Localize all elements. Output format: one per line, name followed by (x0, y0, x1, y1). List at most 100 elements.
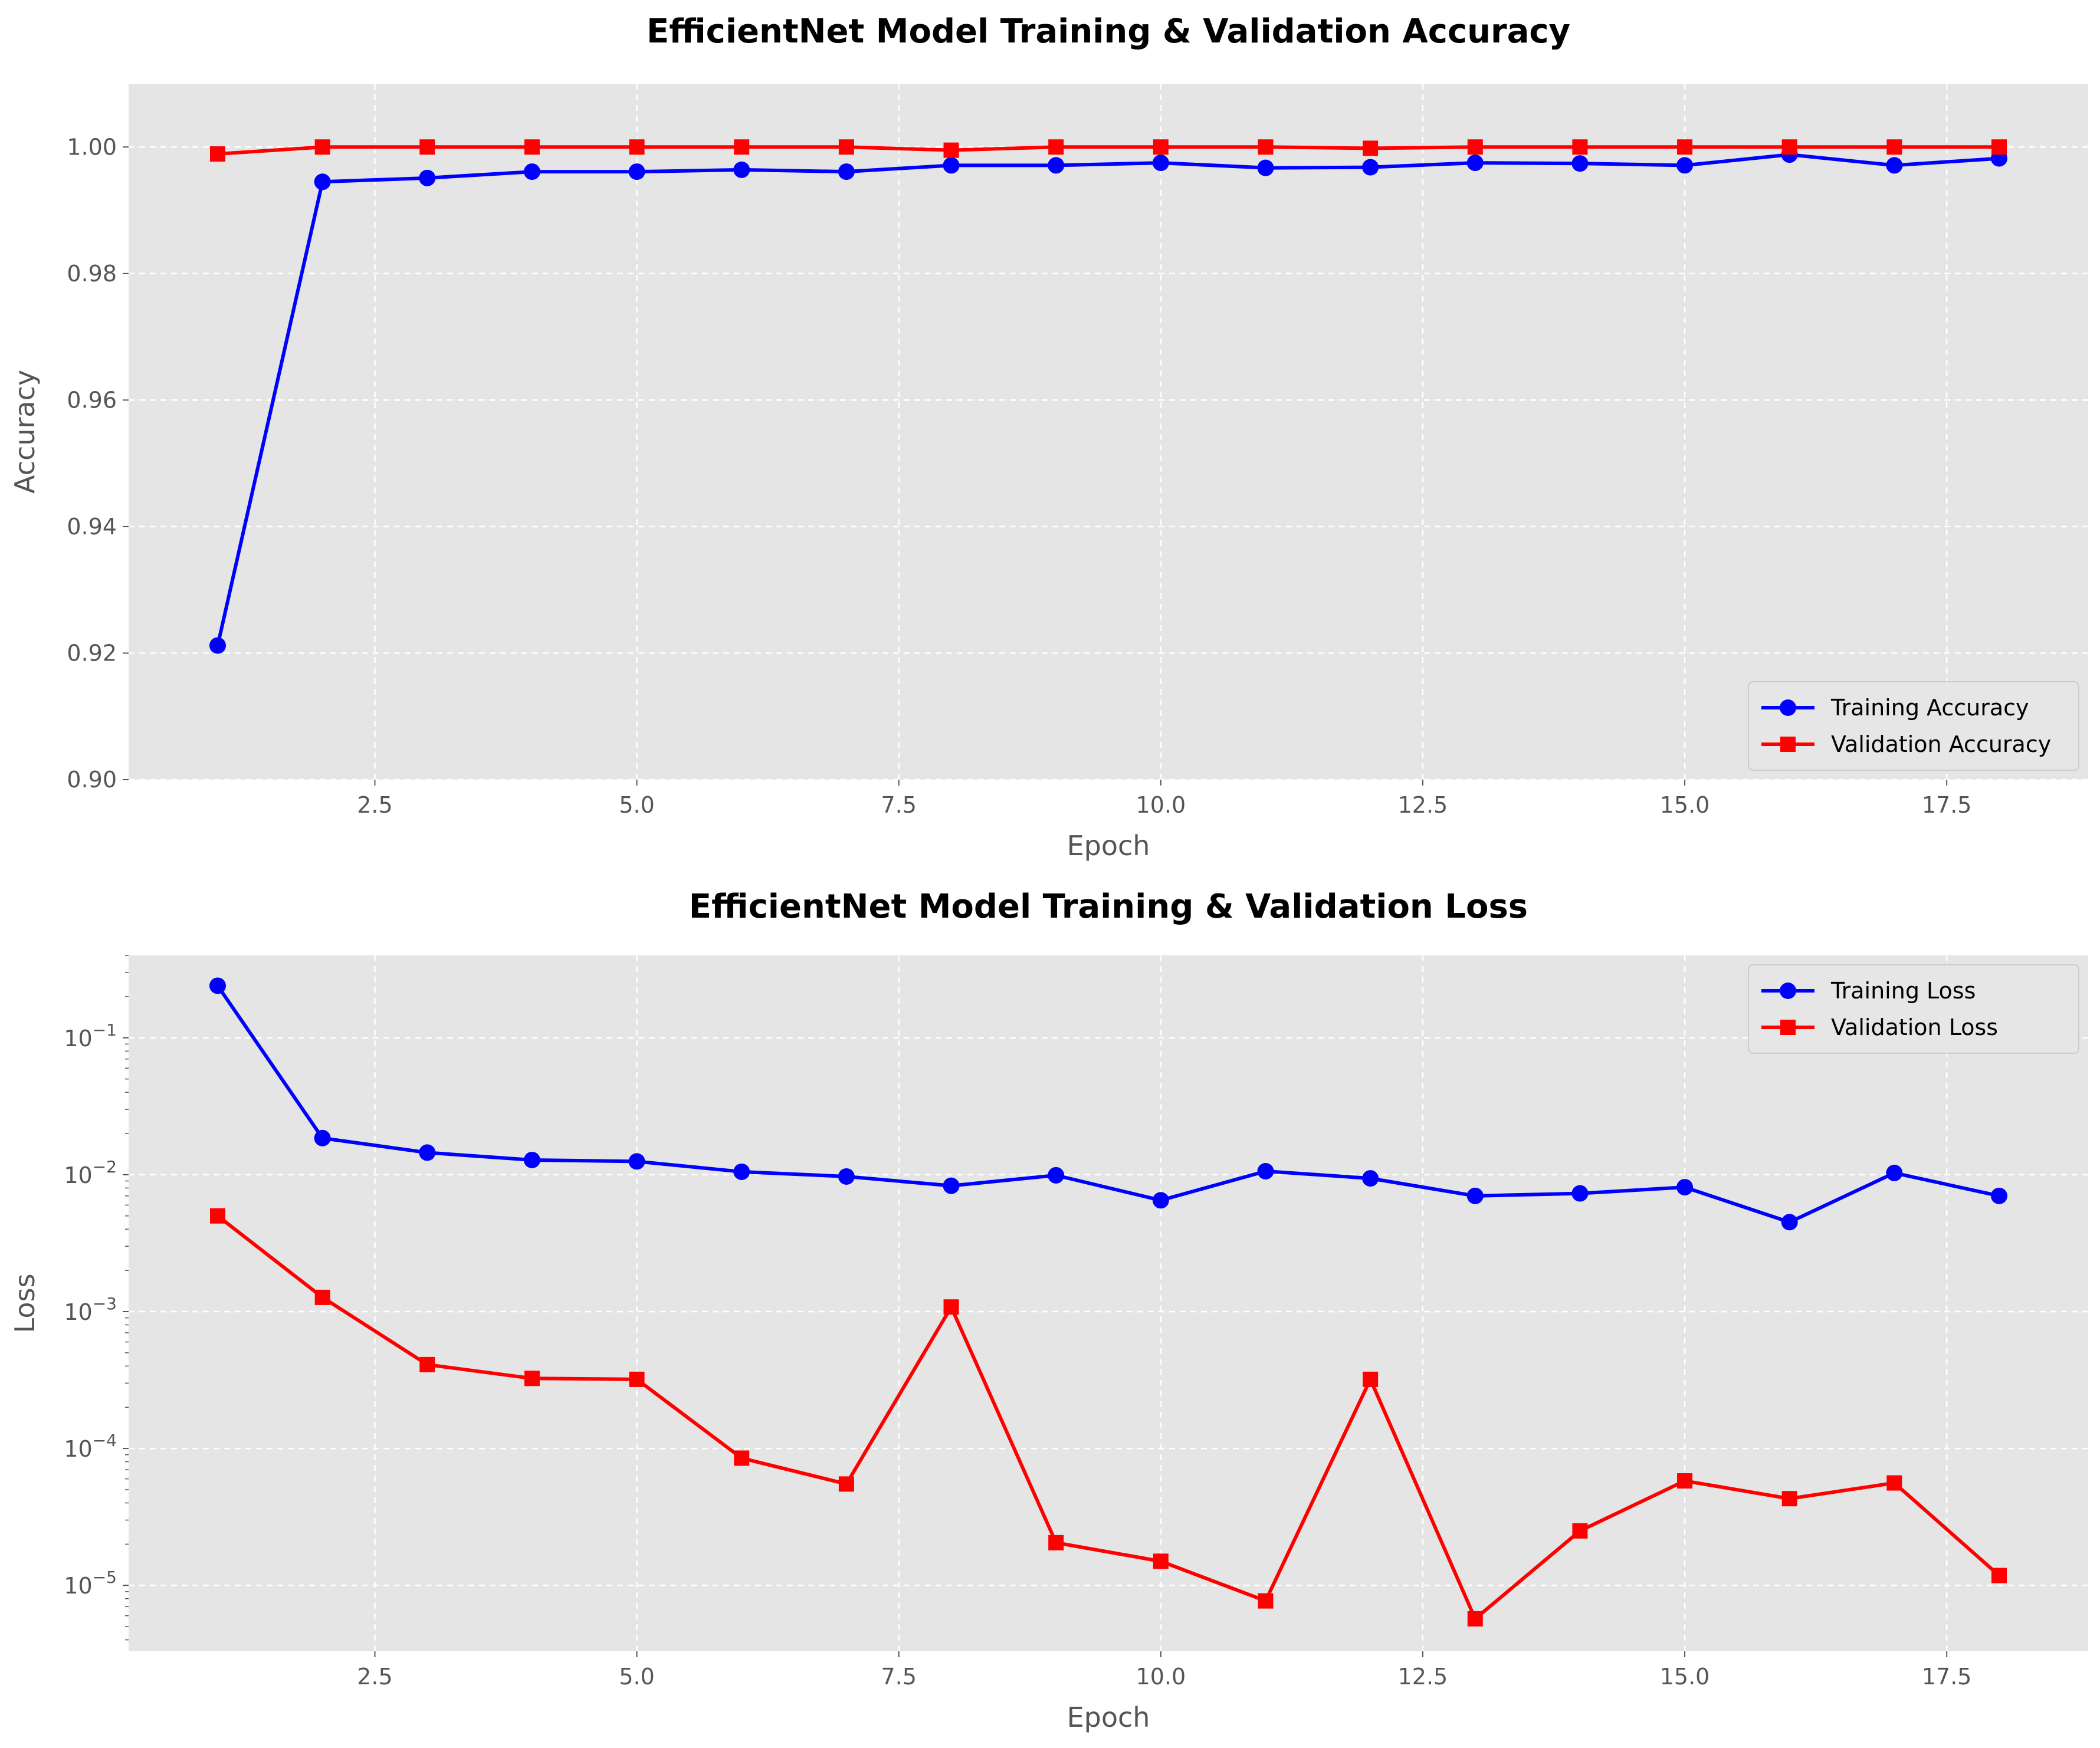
data-point (419, 169, 436, 186)
y-tick-label: 0.98 (67, 261, 117, 287)
data-point (524, 1371, 540, 1386)
x-tick-label: 15.0 (1660, 792, 1710, 818)
series-validation-accuracy (210, 139, 2007, 162)
data-point (1676, 1179, 1694, 1196)
data-point (1153, 1553, 1169, 1569)
data-point (1466, 155, 1484, 172)
x-tick-label: 7.5 (881, 792, 916, 818)
y-tick-label: 1.00 (67, 134, 117, 160)
x-tick-label: 7.5 (881, 1664, 916, 1690)
data-point (1677, 1473, 1693, 1489)
data-point (314, 1129, 331, 1146)
grid (129, 955, 2088, 1651)
legend-box (1748, 964, 2079, 1054)
legend-label: Validation Loss (1831, 1014, 1998, 1040)
x-tick-label: 5.0 (619, 792, 654, 818)
data-point (1258, 139, 1274, 155)
y-tick-label: 10−3 (64, 1294, 117, 1325)
data-point (210, 146, 225, 162)
chart-title: EfficientNet Model Training & Validation… (647, 12, 1570, 51)
legend-marker (1780, 983, 1796, 999)
data-point (838, 1168, 855, 1185)
legend-marker (1780, 1020, 1796, 1035)
legend-item: Validation Loss (1761, 1014, 1998, 1040)
data-point (419, 139, 435, 155)
data-point (734, 139, 750, 155)
data-point (1781, 1491, 1797, 1507)
x-tick-label: 15.0 (1660, 1664, 1710, 1690)
data-point (1572, 139, 1588, 155)
data-point (838, 163, 855, 180)
y-tick-label: 10−2 (64, 1157, 117, 1188)
data-point (1991, 1568, 2007, 1583)
data-point (733, 1163, 750, 1180)
data-point (1363, 1371, 1379, 1387)
data-point (209, 977, 226, 994)
data-point (734, 1450, 750, 1466)
data-point (1676, 157, 1694, 174)
y-tick-label: 10−4 (64, 1431, 117, 1462)
data-point (1466, 1187, 1484, 1204)
legend-marker (1780, 699, 1796, 716)
data-point (1991, 139, 2007, 155)
data-point (1571, 1185, 1589, 1202)
legend-box (1748, 681, 2079, 771)
data-point (1886, 1475, 1902, 1491)
legend-marker (1780, 737, 1796, 752)
plot-area (129, 84, 2088, 780)
series-line (216, 153, 2000, 646)
data-point (943, 1299, 959, 1315)
data-point (943, 1177, 960, 1194)
data-point (523, 1151, 540, 1168)
data-point (419, 1144, 436, 1161)
data-point (1257, 1162, 1274, 1179)
x-tick-label: 17.5 (1922, 792, 1972, 818)
data-point (628, 163, 645, 180)
data-point (1467, 1611, 1483, 1627)
data-point (943, 157, 960, 174)
data-point (943, 142, 959, 158)
data-point (1572, 1523, 1588, 1539)
data-point (1363, 140, 1379, 156)
y-tick-label: 0.92 (67, 640, 117, 666)
legend: Training Loss Validation Loss (1748, 964, 2079, 1054)
x-tick-label: 12.5 (1398, 792, 1448, 818)
data-point (314, 173, 331, 190)
data-point (209, 637, 226, 654)
x-tick-label: 5.0 (619, 1664, 654, 1690)
x-axis-label: Epoch (1067, 1701, 1150, 1733)
series-line (216, 1214, 2000, 1621)
y-tick-label: 10−5 (64, 1568, 117, 1599)
y-tick-label: 0.94 (67, 514, 117, 540)
x-tick-label: 10.0 (1136, 792, 1186, 818)
x-tick-label: 2.5 (357, 792, 392, 818)
data-point (1362, 1170, 1379, 1187)
data-point (1886, 139, 1902, 155)
data-point (1886, 1164, 1903, 1181)
data-point (838, 1476, 854, 1492)
legend-item: Training Loss (1761, 978, 1976, 1004)
legend: Training Accuracy Validation Accuracy (1748, 681, 2079, 771)
series-line (216, 984, 2000, 1224)
chart-title: EfficientNet Model Training & Validation… (689, 888, 1528, 926)
legend-item: Validation Accuracy (1761, 731, 2051, 757)
y-tick-label: 0.90 (67, 767, 117, 793)
data-point (838, 139, 854, 155)
data-point (419, 1356, 435, 1372)
data-point (1991, 1187, 2007, 1204)
legend-item: Training Accuracy (1761, 695, 2029, 721)
y-tick-label: 0.96 (67, 387, 117, 413)
legend-label: Training Accuracy (1830, 695, 2029, 721)
x-tick-label: 2.5 (357, 1664, 392, 1690)
accuracy-chart: 2.5 5.0 7.5 10.0 12.5 15.0 17.5 0.90 0.92 0.94 0.9… (9, 12, 2088, 862)
data-point (314, 139, 330, 155)
x-tick-label: 12.5 (1398, 1664, 1448, 1690)
data-point (628, 1153, 645, 1170)
series-line (217, 145, 1999, 156)
data-point (1153, 139, 1169, 155)
data-point (1571, 155, 1589, 172)
x-axis-label: Epoch (1067, 830, 1150, 862)
series-validation-loss (210, 1208, 2007, 1627)
data-point (524, 139, 540, 155)
data-point (1257, 159, 1274, 176)
